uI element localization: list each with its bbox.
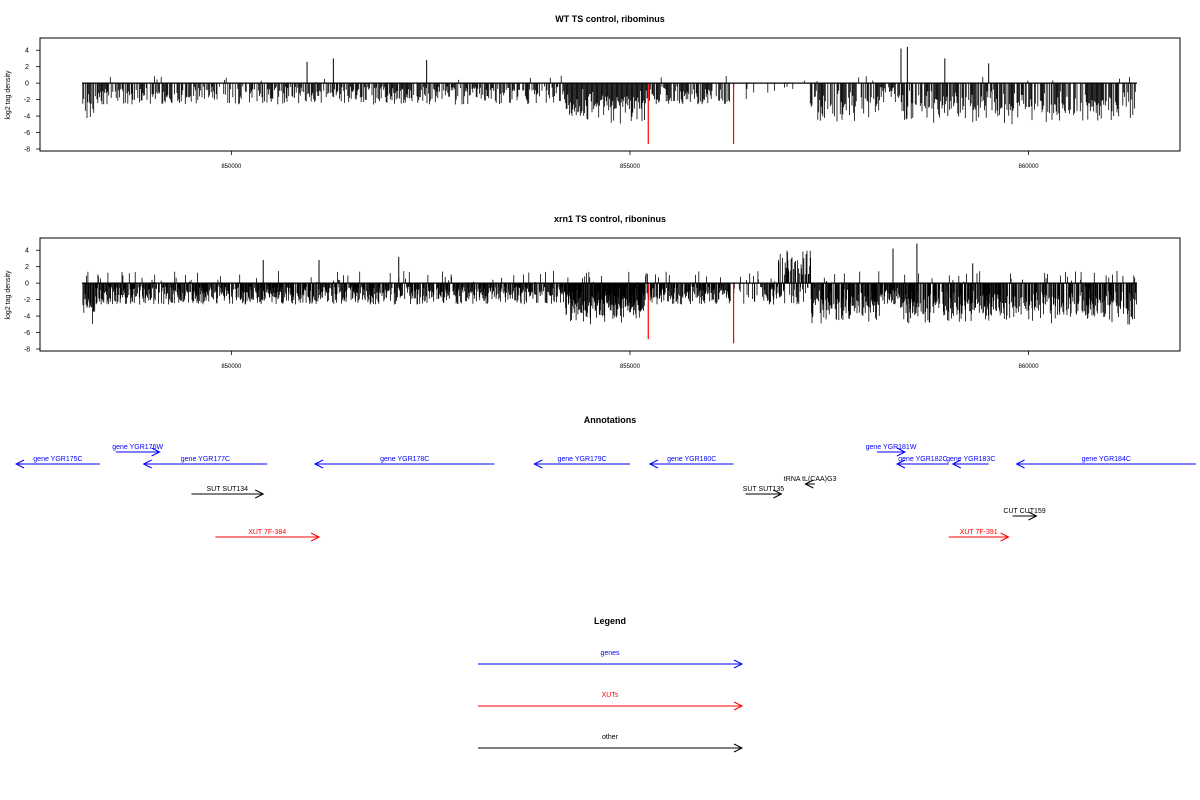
bars-layer <box>82 46 1136 145</box>
y-tick-label: -6 <box>24 130 30 137</box>
annotation-feature: gene YGR179C <box>533 456 630 469</box>
feature-label: gene YGR181W <box>866 444 917 451</box>
legend-items: genes XUTs other <box>478 650 744 753</box>
annotation-feature: SUT SUT134 <box>191 486 265 499</box>
legend-arrowhead <box>733 659 744 669</box>
feature-arrowhead <box>951 459 962 469</box>
axes-layer: 4 2 0 -2 -4 -6 -8 850000 855000 860000 <box>24 48 1137 170</box>
feature-arrowhead <box>151 447 161 457</box>
x-tick-label: 855000 <box>620 364 641 370</box>
annotation-feature: gene YGR184C <box>1015 456 1196 469</box>
feature-arrowhead <box>648 459 659 469</box>
annotation-feature: gene YGR175C <box>14 456 100 469</box>
annotation-feature: CUT CUT159 <box>1003 508 1046 521</box>
feature-arrowhead <box>313 459 324 469</box>
feature-label: gene YGR177C <box>181 456 230 463</box>
track-title: xrn1 TS control, riboninus <box>554 214 666 224</box>
y-axis-label: log2 tag density <box>5 70 12 120</box>
y-tick-label: -6 <box>24 330 30 337</box>
track-xrn1: xrn1 TS control, riboninus log2 tag dens… <box>5 214 1181 370</box>
y-tick-label: 4 <box>25 248 29 255</box>
annotation-features: gene YGR175C gene YGR176W gene YGR177C gene… <box>14 444 1196 542</box>
feature-arrowhead <box>14 459 25 469</box>
feature-label: tRNA tL(CAA)G3 <box>784 476 837 483</box>
annotation-feature: tRNA tL(CAA)G3 <box>784 476 837 489</box>
feature-label: gene YGR179C <box>557 456 606 463</box>
legend-arrowhead <box>733 701 744 711</box>
axes-layer: 4 2 0 -2 -4 -6 -8 850000 855000 860000 <box>24 248 1137 370</box>
y-tick-label: 2 <box>25 64 29 71</box>
feature-arrowhead <box>804 479 814 489</box>
feature-label: gene YGR180C <box>667 456 716 463</box>
feature-arrowhead <box>1028 511 1038 521</box>
annotation-feature: gene YGR181W <box>866 444 917 457</box>
feature-arrowhead <box>895 459 906 469</box>
y-tick-label: 0 <box>25 81 29 88</box>
y-tick-label: 0 <box>25 281 29 288</box>
feature-arrowhead <box>254 489 265 499</box>
y-tick-label: -8 <box>24 147 30 154</box>
legend-item: XUTs <box>478 692 744 711</box>
y-tick-label: 4 <box>25 48 29 55</box>
feature-label: gene YGR176W <box>112 444 163 451</box>
feature-label: gene YGR175C <box>33 456 82 463</box>
annotation-feature: gene YGR183C <box>946 456 995 469</box>
y-tick-label: -4 <box>24 114 30 121</box>
x-tick-label: 860000 <box>1019 164 1040 170</box>
feature-arrowhead <box>142 459 152 469</box>
annotation-feature: XUT 7F-384 <box>215 529 321 542</box>
annotation-feature: gene YGR182C <box>895 456 949 469</box>
feature-arrowhead <box>1015 459 1025 469</box>
feature-label: gene YGR183C <box>946 456 995 463</box>
legend-label: other <box>602 734 619 741</box>
y-tick-label: 2 <box>25 264 29 271</box>
bars-layer <box>82 243 1137 344</box>
y-tick-label: -2 <box>24 297 30 304</box>
annotation-feature: gene YGR178C <box>313 456 495 469</box>
feature-arrowhead <box>533 459 543 469</box>
legend-arrowhead <box>733 743 744 753</box>
feature-label: SUT SUT135 <box>743 486 785 493</box>
track-title: WT TS control, ribominus <box>555 14 665 24</box>
feature-label: XUT 7F-384 <box>248 529 286 536</box>
feature-label: SUT SUT134 <box>207 486 249 493</box>
x-tick-label: 850000 <box>221 164 242 170</box>
legend-item: genes <box>478 650 744 669</box>
x-tick-label: 850000 <box>221 364 242 370</box>
feature-label: XUT 7F-391 <box>960 529 998 536</box>
y-tick-label: -8 <box>24 347 30 354</box>
plot-frame <box>39 237 1181 352</box>
feature-arrowhead <box>310 532 321 542</box>
legend-title: Legend <box>594 616 626 626</box>
annotation-feature: gene YGR176W <box>112 444 163 457</box>
feature-arrowhead <box>773 489 783 499</box>
feature-label: CUT CUT159 <box>1003 508 1045 515</box>
legend-item: other <box>478 734 744 753</box>
feature-label: gene YGR184C <box>1082 456 1131 463</box>
annotation-feature: gene YGR177C <box>142 456 268 469</box>
annotation-feature: XUT 7F-391 <box>948 529 1010 542</box>
legend-label: genes <box>600 650 620 657</box>
legend-label: XUTs <box>602 692 619 699</box>
feature-label: gene YGR178C <box>380 456 429 463</box>
x-tick-label: 860000 <box>1019 364 1040 370</box>
y-tick-label: -2 <box>24 97 30 104</box>
y-axis-label: log2 tag density <box>5 270 12 320</box>
feature-arrowhead <box>1000 532 1010 542</box>
y-tick-label: -4 <box>24 314 30 321</box>
annotation-feature: SUT SUT135 <box>743 486 785 499</box>
legend-panel: Legend genes XUTs other <box>478 616 744 753</box>
x-tick-label: 855000 <box>620 164 641 170</box>
plot-frame <box>39 37 1181 152</box>
annotations-title: Annotations <box>584 415 637 425</box>
annotation-feature: gene YGR180C <box>648 456 734 469</box>
track-wt: WT TS control, ribominus log2 tag densit… <box>5 14 1181 170</box>
feature-label: gene YGR182C <box>898 456 947 463</box>
feature-arrowhead <box>896 447 907 457</box>
